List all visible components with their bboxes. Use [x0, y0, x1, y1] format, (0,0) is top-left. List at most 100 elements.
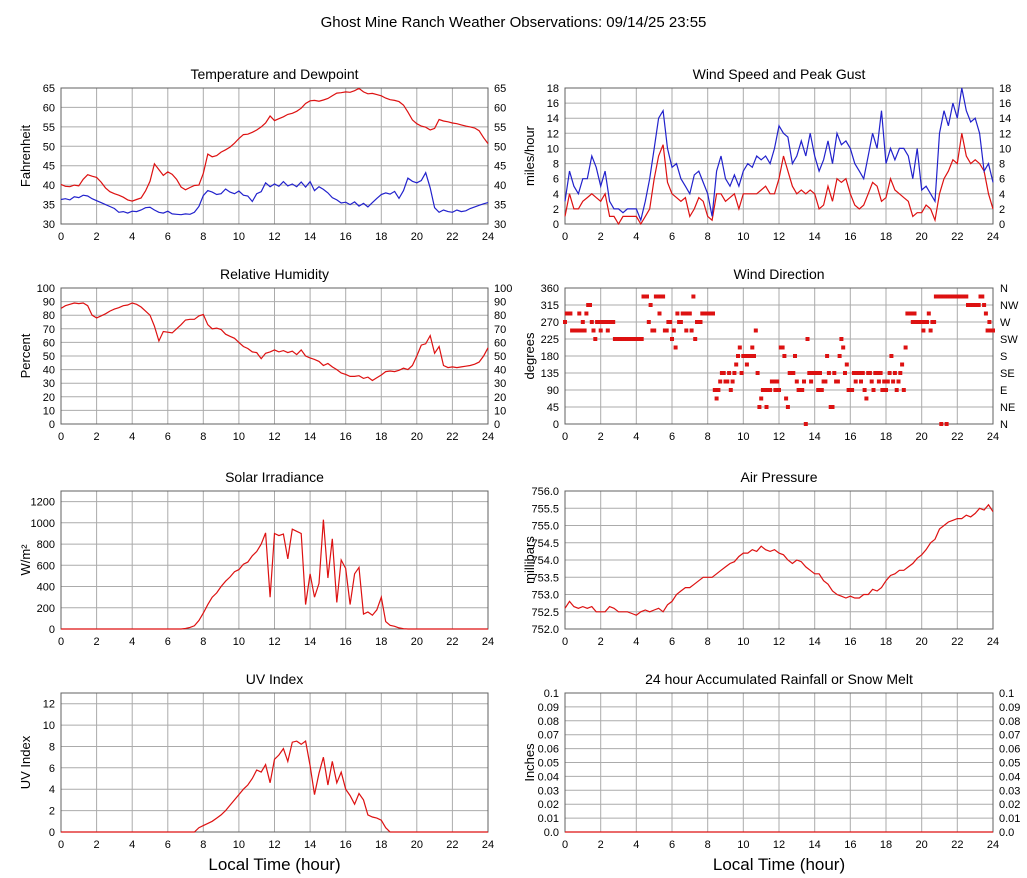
svg-text:4: 4	[129, 839, 135, 851]
svg-text:16: 16	[340, 839, 352, 851]
svg-text:16: 16	[340, 231, 352, 243]
svg-text:6: 6	[669, 431, 675, 443]
svg-text:12: 12	[43, 699, 55, 711]
svg-text:0.01: 0.01	[538, 813, 559, 825]
svg-text:135: 135	[541, 368, 559, 380]
svg-text:4: 4	[999, 189, 1005, 201]
svg-text:24: 24	[482, 231, 494, 243]
svg-text:8: 8	[200, 839, 206, 851]
svg-text:35: 35	[43, 200, 55, 212]
svg-text:270: 270	[541, 317, 559, 329]
svg-text:753.5: 753.5	[531, 572, 559, 584]
rainfall-svg: 0.0 0.00.01 0.010.02 0.020.03 0.030.04 0.040.…	[522, 671, 1021, 874]
y-axis-label: Fahrenheit	[18, 125, 33, 188]
svg-text:0.03: 0.03	[999, 785, 1020, 797]
grid	[61, 288, 488, 424]
svg-text:10: 10	[233, 231, 245, 243]
chart-title: UV Index	[246, 671, 304, 687]
svg-text:65: 65	[494, 83, 506, 95]
svg-text:24: 24	[482, 636, 494, 648]
svg-text:16: 16	[844, 431, 856, 443]
svg-text:45: 45	[43, 161, 55, 173]
svg-text:18: 18	[880, 839, 892, 851]
series-layer	[61, 740, 488, 833]
series-temperature	[60, 87, 489, 202]
svg-text:0: 0	[562, 839, 568, 851]
series-solar-irradiance	[61, 519, 488, 630]
svg-text:180: 180	[541, 351, 559, 363]
svg-text:8: 8	[553, 159, 559, 171]
svg-text:4: 4	[553, 189, 559, 201]
series-layer	[564, 87, 994, 226]
svg-text:0.0: 0.0	[544, 827, 559, 839]
grid	[565, 693, 993, 832]
svg-text:0.07: 0.07	[999, 730, 1020, 742]
svg-text:20: 20	[411, 431, 423, 443]
svg-text:0: 0	[58, 636, 64, 648]
svg-text:55: 55	[494, 122, 506, 134]
svg-text:12: 12	[268, 636, 280, 648]
svg-text:0: 0	[999, 219, 1005, 231]
svg-text:80: 80	[494, 310, 506, 322]
svg-text:12: 12	[999, 128, 1011, 140]
axis-labels: 0.0 0.00.01 0.010.02 0.020.03 0.030.04 0.040.…	[538, 688, 1021, 851]
svg-text:0.1: 0.1	[999, 688, 1014, 700]
svg-text:40: 40	[43, 180, 55, 192]
svg-text:20: 20	[43, 392, 55, 404]
svg-text:6: 6	[669, 231, 675, 243]
svg-text:16: 16	[340, 431, 352, 443]
series-relative-humidity	[60, 302, 489, 382]
svg-text:8: 8	[200, 636, 206, 648]
svg-text:200: 200	[37, 603, 55, 615]
svg-text:SE: SE	[1000, 368, 1015, 380]
grid	[565, 491, 993, 629]
svg-text:60: 60	[494, 102, 506, 114]
svg-text:20: 20	[411, 636, 423, 648]
svg-text:16: 16	[844, 636, 856, 648]
svg-text:10: 10	[737, 636, 749, 648]
svg-text:22: 22	[446, 231, 458, 243]
svg-text:18: 18	[880, 231, 892, 243]
svg-text:20: 20	[411, 231, 423, 243]
svg-text:10: 10	[233, 636, 245, 648]
chart-rainfall: 0.0 0.0 0.01 0.01 0.02 0.02 0.03 0.03 0.04 0.04 0.…	[513, 650, 1027, 878]
svg-text:45: 45	[494, 161, 506, 173]
svg-text:2: 2	[49, 806, 55, 818]
plot-border	[60, 87, 489, 225]
svg-text:12: 12	[773, 431, 785, 443]
svg-text:24: 24	[987, 839, 999, 851]
y-axis-label: Percent	[18, 333, 33, 378]
svg-text:6: 6	[669, 636, 675, 648]
svg-text:360: 360	[541, 283, 559, 295]
svg-text:22: 22	[951, 839, 963, 851]
svg-text:50: 50	[43, 351, 55, 363]
svg-text:24: 24	[987, 431, 999, 443]
svg-text:756.0: 756.0	[531, 486, 559, 498]
svg-text:0.09: 0.09	[538, 702, 559, 714]
svg-text:8: 8	[999, 159, 1005, 171]
y-axis-label: W/m²	[18, 544, 33, 576]
chart-title: Solar Irradiance	[225, 469, 324, 485]
svg-text:16: 16	[999, 98, 1011, 110]
svg-text:6: 6	[165, 231, 171, 243]
y-axis-label: millibars	[522, 536, 537, 584]
grid	[61, 491, 488, 629]
svg-text:0.0: 0.0	[999, 827, 1014, 839]
svg-text:400: 400	[37, 582, 55, 594]
svg-text:0: 0	[49, 827, 55, 839]
svg-text:70: 70	[494, 324, 506, 336]
svg-text:14: 14	[809, 231, 821, 243]
svg-text:18: 18	[999, 83, 1011, 95]
svg-text:10: 10	[233, 839, 245, 851]
svg-text:4: 4	[49, 784, 55, 796]
svg-text:14: 14	[304, 231, 316, 243]
svg-text:50: 50	[494, 351, 506, 363]
svg-text:2: 2	[94, 636, 100, 648]
svg-text:10: 10	[43, 720, 55, 732]
chart-temperature-dewpoint: 30 30 35 35 40 40 45 45 50 50 55 55 60 60 65 65 0 2 4 6 8 10 1…	[0, 60, 513, 260]
